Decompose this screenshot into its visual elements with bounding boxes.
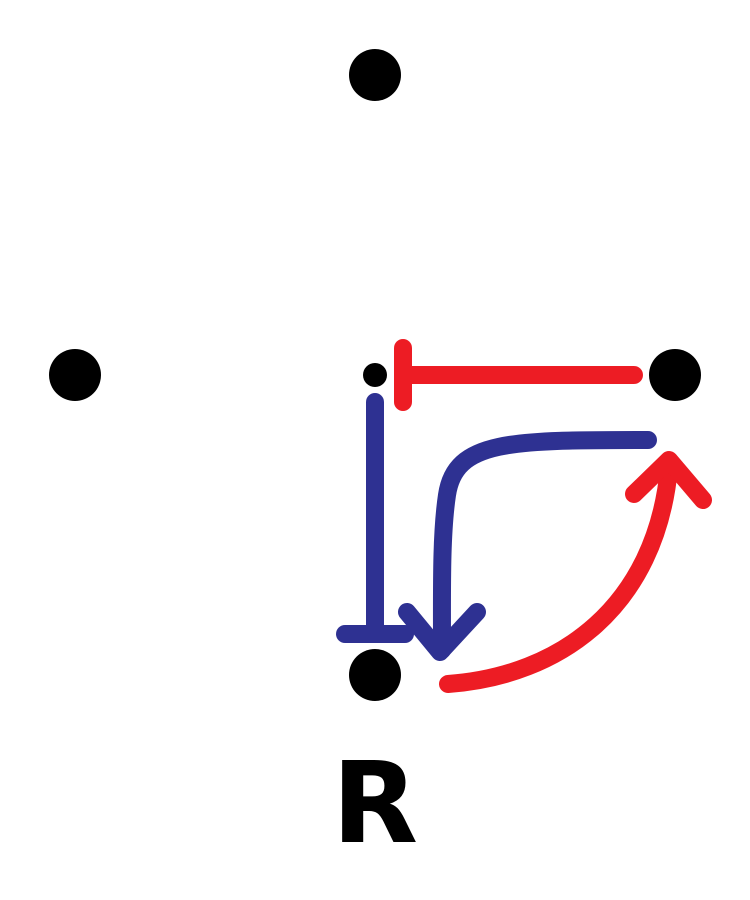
- node-center-small: [363, 363, 387, 387]
- label-r: R: [332, 739, 418, 869]
- node-top: [349, 49, 401, 101]
- blue-rotation-arrow: [398, 431, 657, 661]
- node-left: [49, 349, 101, 401]
- node-bottom-r: [349, 649, 401, 701]
- red-rotation-arrow: [439, 451, 712, 693]
- node-right: [649, 349, 701, 401]
- red-rotation-arrowhead: [625, 451, 712, 509]
- red-rotation-curve: [439, 459, 678, 693]
- blue-rotation-arrowhead: [398, 603, 486, 661]
- blue-rotation-curve: [432, 431, 657, 659]
- red-translation-arrow: [394, 339, 643, 411]
- blue-translation-arrow: [336, 393, 414, 643]
